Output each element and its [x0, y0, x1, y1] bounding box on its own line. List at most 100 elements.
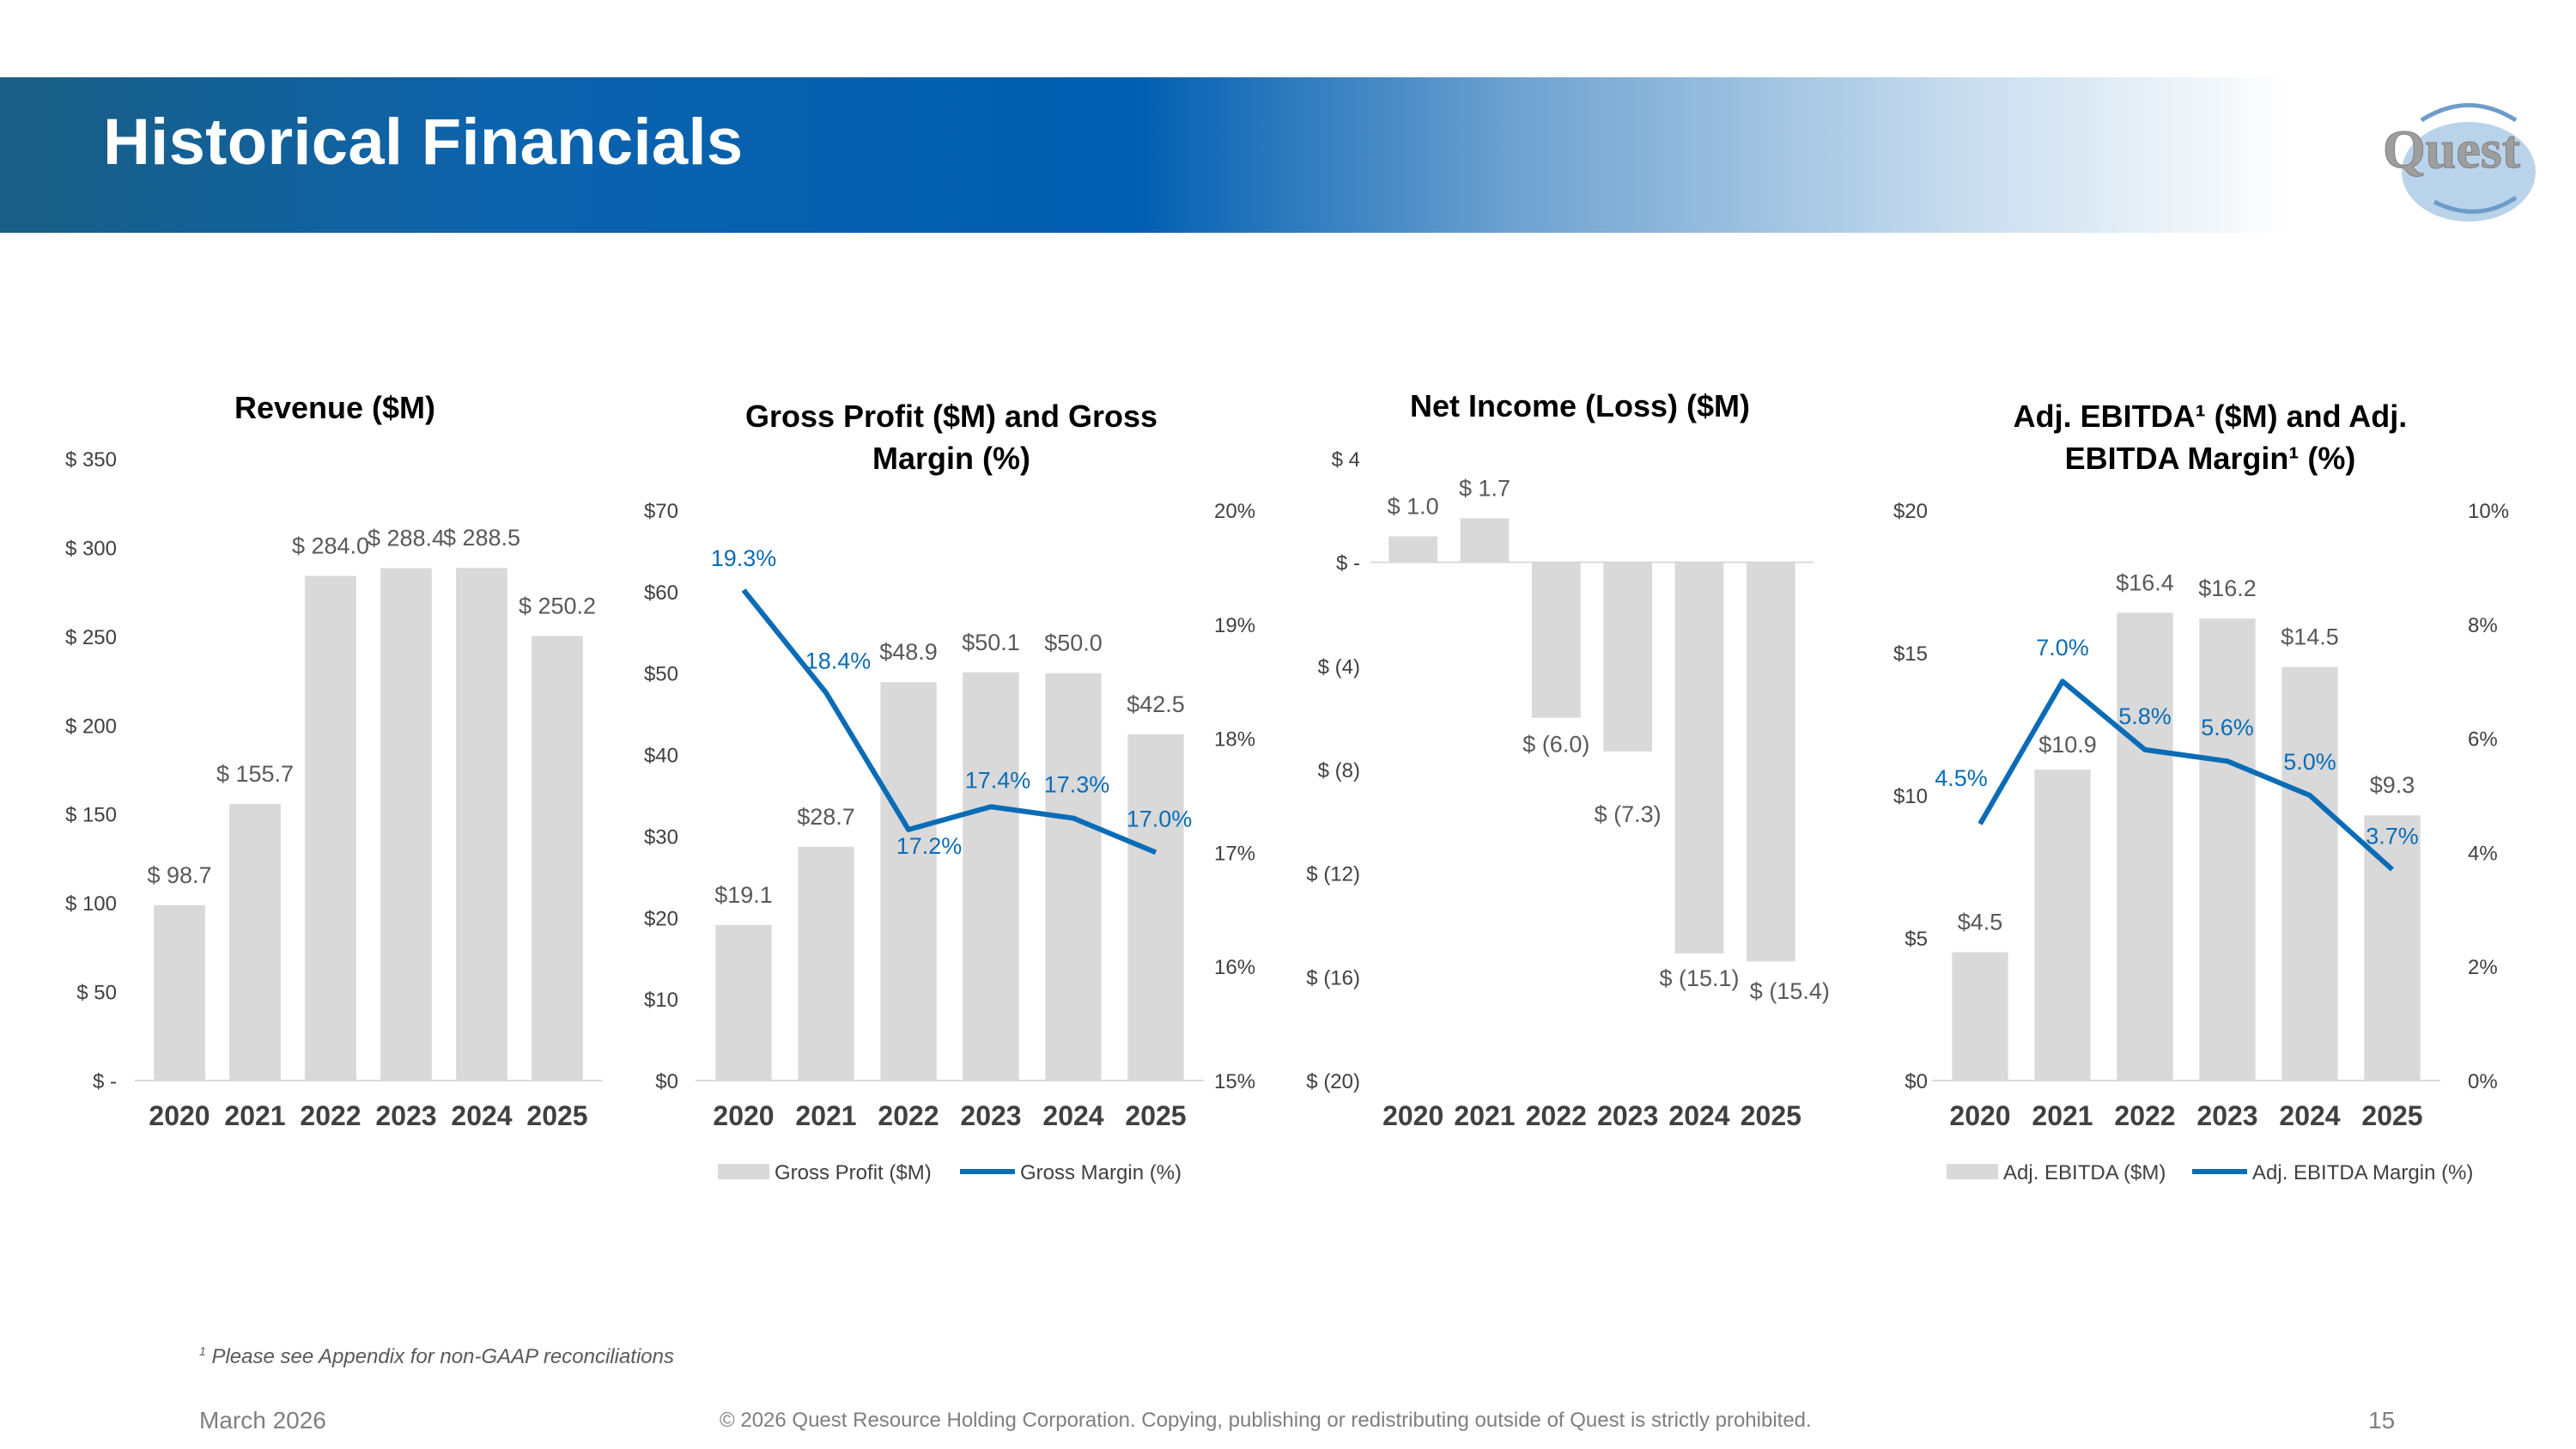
bar-value-label: $ 155.7 [216, 761, 294, 787]
margin-line [741, 588, 1157, 855]
bar-value-label: $48.9 [879, 639, 938, 665]
category-label: 2023 [1597, 1100, 1658, 1131]
y-tick-label: $60 [644, 581, 678, 605]
bar [1603, 562, 1652, 752]
y2-tick-label: 2% [2468, 956, 2498, 979]
category-label: 2024 [1668, 1100, 1729, 1131]
margin-value-label: 5.0% [2283, 749, 2336, 775]
header-banner [0, 77, 2576, 233]
legend-bar-swatch [1947, 1164, 1998, 1179]
category-label: 2020 [713, 1100, 774, 1131]
y-tick-label: $ 250 [65, 626, 117, 649]
category-label: 2025 [2361, 1100, 2422, 1131]
y-tick-label: $ 350 [65, 448, 117, 472]
bar [1045, 673, 1102, 1081]
margin-value-label: 18.4% [805, 648, 872, 673]
bar-value-label: $ 1.7 [1459, 475, 1510, 501]
y2-tick-label: 15% [1214, 1070, 1255, 1093]
bar-value-label: $ (15.4) [1750, 978, 1830, 1004]
bar [715, 924, 772, 1081]
bar-value-label: $ 284.0 [292, 533, 369, 559]
category-label: 2023 [960, 1100, 1021, 1131]
y-tick-label: $ (20) [1306, 1070, 1360, 1093]
category-label: 2024 [451, 1100, 512, 1131]
bar-value-label: $19.1 [714, 882, 773, 908]
bar-value-label: $ 288.5 [443, 525, 520, 551]
bar-value-label: $28.7 [797, 804, 855, 830]
bar-value-label: $50.1 [962, 630, 1020, 655]
y-tick-label: $20 [1893, 500, 1928, 523]
y-tick-label: $0 [655, 1070, 678, 1093]
y-tick-label: $ 150 [65, 804, 117, 827]
bar [1127, 734, 1184, 1081]
legend-line-label: Adj. EBITDA Margin (%) [2252, 1161, 2473, 1184]
y-tick-label: $30 [644, 825, 678, 849]
bar [2117, 612, 2173, 1081]
logo-text: Quest [2383, 119, 2521, 180]
y-tick-label: $ (8) [1318, 759, 1360, 782]
y2-tick-label: 19% [1214, 614, 1255, 637]
margin-value-label: 17.4% [965, 767, 1031, 793]
bar-value-label: $ 1.0 [1388, 494, 1439, 520]
y-tick-label: $20 [644, 907, 678, 930]
category-label: 2025 [526, 1100, 587, 1131]
category-label: 2020 [1382, 1100, 1443, 1131]
bar [798, 846, 854, 1081]
y2-tick-label: 16% [1214, 956, 1255, 979]
chart-4: Adj. EBITDA¹ ($M) and Adj. EBITDA Margin¹… [1893, 399, 2509, 1184]
y-tick-label: $ - [93, 1070, 117, 1093]
legend-bar-swatch [718, 1164, 769, 1179]
margin-value-label: 19.3% [711, 545, 777, 571]
bar [532, 636, 583, 1081]
y-tick-label: $70 [644, 500, 678, 523]
category-label: 2024 [1042, 1100, 1103, 1131]
bar [1460, 518, 1510, 563]
y-tick-label: $ (16) [1306, 966, 1360, 989]
bar-value-label: $16.2 [2198, 575, 2257, 601]
bar-value-label: $14.5 [2281, 624, 2339, 650]
margin-line [1978, 679, 2395, 872]
margin-value-label: 17.0% [1127, 806, 1193, 831]
margin-value-label: 17.2% [896, 833, 963, 859]
chart-title: EBITDA Margin¹ (%) [2065, 441, 2356, 476]
y-tick-label: $ 200 [65, 715, 117, 738]
footnote-text: Please see Appendix for non-GAAP reconci… [205, 1345, 674, 1368]
y-tick-label: $50 [644, 663, 678, 686]
category-label: 2022 [878, 1100, 939, 1131]
y-tick-label: $ 300 [65, 537, 117, 560]
category-label: 2023 [375, 1100, 436, 1131]
category-label: 2022 [2114, 1100, 2175, 1131]
bar-value-label: $50.0 [1044, 630, 1103, 656]
bar-value-label: $ 98.7 [147, 862, 211, 888]
bar-value-label: $ 250.2 [519, 593, 596, 618]
category-label: 2021 [1454, 1100, 1515, 1131]
bar [229, 803, 281, 1081]
y2-tick-label: 10% [2468, 500, 2509, 523]
bar-value-label: $16.4 [2116, 570, 2174, 596]
y-tick-label: $ - [1336, 552, 1360, 575]
category-label: 2025 [1741, 1100, 1801, 1131]
chart-1: Revenue ($M) $ - $ 50 $ 100 $ 150 $ 200 $ 250 $… [65, 390, 602, 1131]
category-label: 2020 [149, 1100, 210, 1131]
bar [380, 568, 432, 1081]
y-tick-label: $ 4 [1332, 448, 1360, 472]
bar [963, 672, 1019, 1081]
bar [1388, 536, 1437, 563]
chart-title: Revenue ($M) [234, 390, 435, 425]
margin-value-label: 4.5% [1935, 765, 1988, 791]
margin-value-label: 5.6% [2201, 715, 2254, 740]
y2-tick-label: 4% [2468, 842, 2498, 865]
category-label: 2021 [224, 1100, 285, 1131]
y-tick-label: $40 [644, 745, 678, 768]
logo-globe [2402, 122, 2536, 222]
bar [880, 682, 937, 1081]
bar-value-label: $10.9 [2038, 732, 2097, 758]
bar [1747, 562, 1795, 962]
chart-2: Gross Profit ($M) and Gross Margin (%) $0 $… [644, 399, 1255, 1184]
category-label: 2021 [2032, 1100, 2093, 1131]
chart-3: Net Income (Loss) ($M) $ 4 $ - $ (4) $ (8) $ … [1306, 388, 1830, 1131]
bar [305, 575, 356, 1081]
bar [2364, 815, 2421, 1081]
y-tick-label: $10 [1893, 785, 1928, 808]
y2-tick-label: 6% [2468, 728, 2498, 752]
